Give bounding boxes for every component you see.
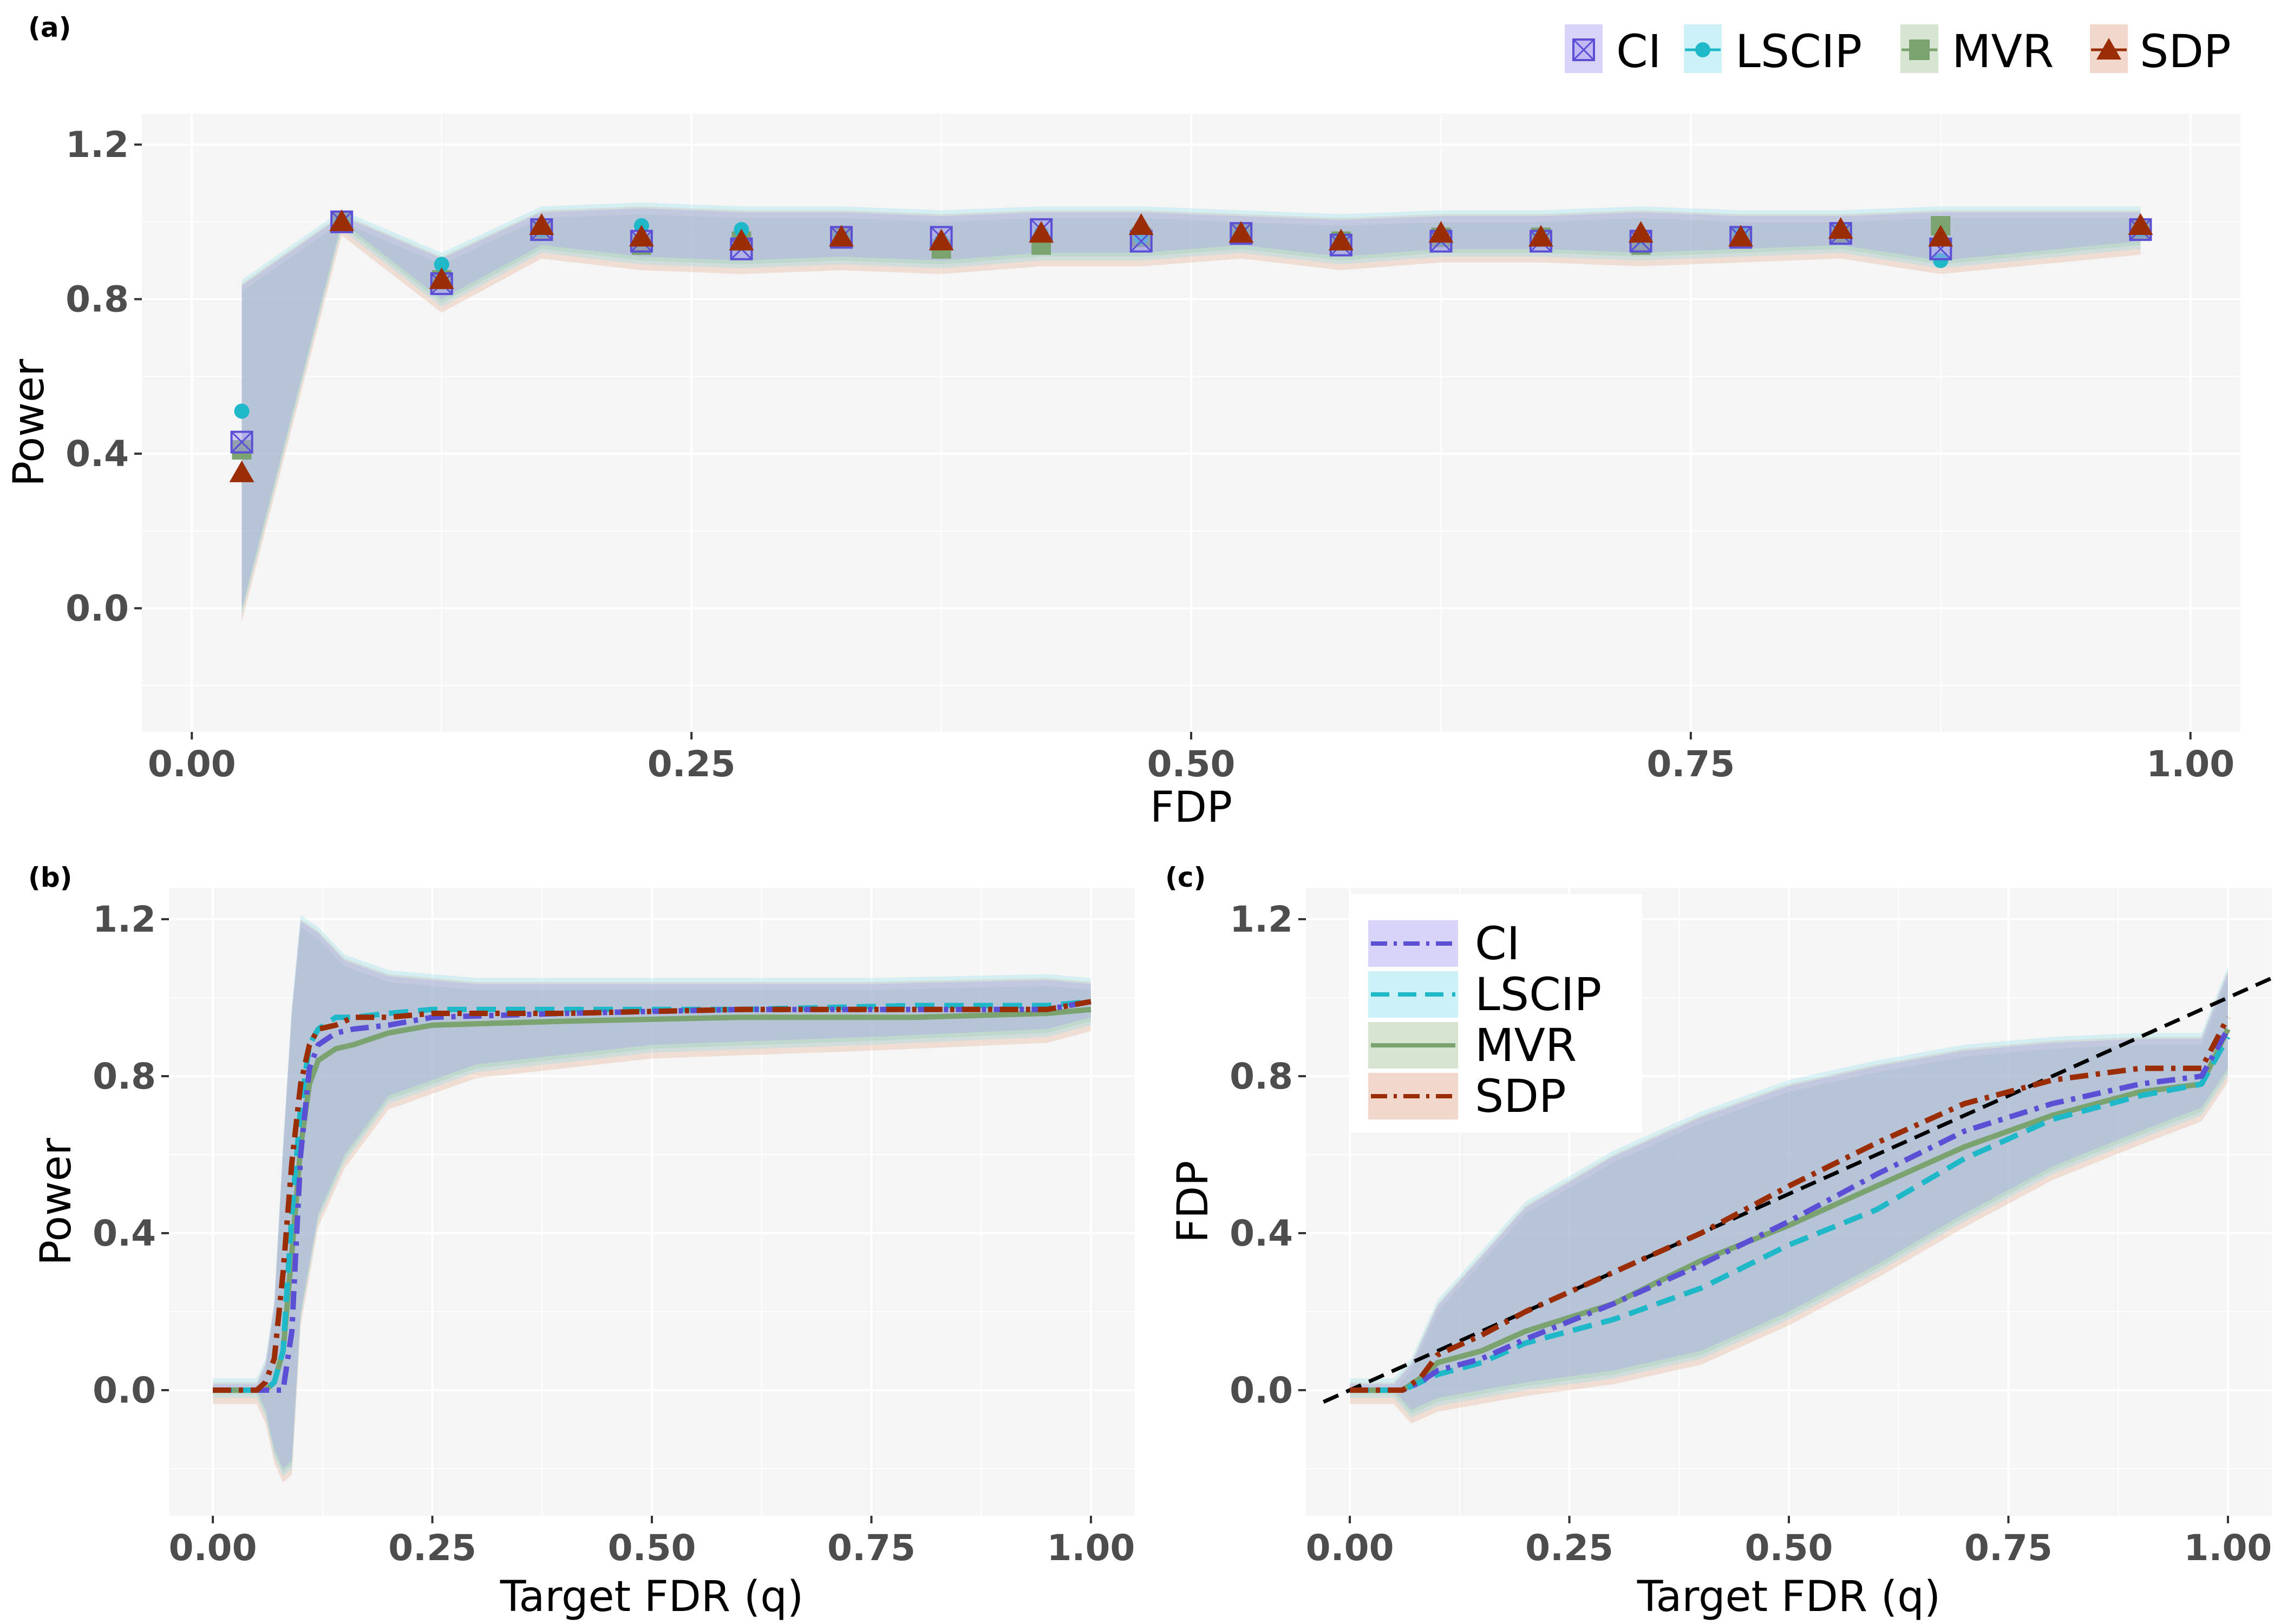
point-sdp	[529, 213, 554, 235]
y-axis-title: Power	[32, 1137, 81, 1266]
legend-a-item-mvr[interactable]: MVR	[1900, 24, 2054, 78]
point-ci-cross	[231, 431, 253, 453]
line-lscip	[213, 999, 1092, 1393]
x-tick-label: 1.00	[2184, 1527, 2272, 1569]
panel-b: 0.00 0.25 0.50 0.75 1.00 0.0 0.4 0.8 1.2 Target F…	[32, 888, 1135, 1621]
line-ci	[1350, 1027, 2231, 1393]
y-tick-label: 0.0	[1230, 1370, 1293, 1411]
y-tick-label: 1.2	[1230, 899, 1293, 940]
panel-label-c: (c)	[1165, 862, 1206, 893]
point-sdp	[1728, 225, 1754, 247]
legend-c-item-ci[interactable]: CI	[1368, 917, 1520, 970]
x-axis-title: Target FDR (q)	[500, 1573, 803, 1621]
legend-c: CI LSCIP MVR SDP	[1351, 894, 1642, 1132]
line-sdp	[1350, 1016, 2231, 1393]
band-sdp	[213, 919, 1091, 1483]
legend-c-label-ci: CI	[1475, 917, 1520, 970]
point-sdp	[429, 267, 454, 289]
legend-a-item-lscip[interactable]: LSCIP	[1684, 24, 1862, 78]
point-sdp	[1528, 225, 1553, 247]
legend-sdp-marker-icon	[2096, 38, 2121, 60]
legend-a-label-ci: CI	[1616, 25, 1661, 78]
line-lscip	[1350, 1036, 2231, 1393]
legend-a-item-sdp[interactable]: SDP	[2090, 24, 2231, 78]
legend-c-item-sdp[interactable]: SDP	[1368, 1070, 1566, 1123]
band-ci	[1350, 972, 2228, 1410]
legend-a-item-ci[interactable]: CI	[1565, 24, 1661, 78]
x-tick-label: 0.75	[1964, 1527, 2053, 1569]
x-tick-label: 0.75	[1646, 743, 1735, 785]
legend-c-label-lscip: LSCIP	[1475, 968, 1602, 1021]
line-mvr	[213, 1006, 1092, 1393]
point-sdp	[2128, 213, 2153, 235]
panel-label-b: (b)	[28, 862, 73, 893]
legend-a: CI LSCIP MVR SDP	[1565, 24, 2231, 78]
line-sdp	[213, 999, 1092, 1393]
point-sdp	[1328, 228, 1354, 251]
y-tick-label: 0.0	[93, 1370, 156, 1411]
x-tick-label: 0.00	[1306, 1527, 1394, 1569]
x-tick-label: 1.00	[2146, 743, 2234, 785]
x-tick-label: 1.00	[1047, 1527, 1135, 1569]
y-tick-label: 0.0	[66, 588, 129, 630]
legend-c-item-mvr[interactable]: MVR	[1368, 1019, 1577, 1072]
y-tick-label: 0.8	[93, 1056, 156, 1097]
panel-a: 0.00 0.25 0.50 0.75 1.00 0.0 0.4 0.8 1.2 FDP Power	[5, 114, 2240, 832]
point-sdp	[329, 209, 355, 231]
y-tick-label: 0.4	[1230, 1213, 1293, 1254]
x-axis-title: FDP	[1150, 783, 1232, 832]
panel-label-a: (a)	[28, 12, 71, 43]
x-tick-label: 0.00	[148, 743, 236, 785]
band-sdp	[1350, 970, 2228, 1424]
point-sdp	[929, 228, 954, 251]
legend-c-item-lscip[interactable]: LSCIP	[1368, 968, 1602, 1021]
y-tick-label: 0.8	[1230, 1056, 1293, 1097]
x-tick-label: 0.50	[608, 1527, 696, 1569]
y-tick-label: 0.4	[93, 1213, 156, 1254]
x-axis-title: Target FDR (q)	[1637, 1573, 1940, 1621]
y-axis-title: FDP	[1169, 1161, 1218, 1243]
point-sdp	[1928, 225, 1953, 247]
y-tick-label: 1.2	[66, 124, 129, 166]
point-sdp	[1229, 221, 1254, 243]
x-tick-label: 0.50	[1745, 1527, 1833, 1569]
y-tick-label: 0.4	[66, 433, 129, 475]
y-axis-title: Power	[5, 358, 54, 487]
x-tick-label: 0.50	[1147, 743, 1236, 785]
legend-a-label-lscip: LSCIP	[1735, 25, 1862, 78]
x-tick-label: 0.25	[1525, 1527, 1613, 1569]
legend-lscip-marker-icon	[1695, 42, 1710, 57]
point-sdp	[729, 228, 754, 251]
point-sdp	[629, 225, 654, 247]
point-sdp	[829, 225, 854, 247]
x-tick-label: 0.00	[169, 1527, 257, 1569]
point-sdp	[1029, 221, 1054, 243]
band-ci	[213, 921, 1091, 1469]
y-tick-label: 0.8	[66, 279, 129, 320]
point-lscip	[234, 403, 250, 419]
y-tick-label: 1.2	[93, 899, 156, 940]
x-tick-label: 0.25	[648, 743, 736, 785]
legend-a-label-mvr: MVR	[1952, 25, 2054, 78]
legend-mvr-marker-icon	[1909, 40, 1930, 60]
point-lscip	[434, 257, 449, 272]
legend-c-label-mvr: MVR	[1475, 1019, 1577, 1072]
panel-c: 0.00 0.25 0.50 0.75 1.00 0.0 0.4 0.8 1.2 Target F…	[1169, 888, 2273, 1621]
point-sdp	[1828, 217, 1853, 239]
point-sdp	[229, 460, 254, 482]
point-sdp	[1628, 221, 1654, 243]
legend-a-label-sdp: SDP	[2140, 25, 2231, 78]
x-tick-label: 0.25	[388, 1527, 476, 1569]
band-lscip	[213, 915, 1091, 1477]
point-sdp	[1428, 221, 1454, 243]
point-sdp	[1128, 213, 1154, 235]
band-mvr	[213, 927, 1091, 1473]
legend-c-label-sdp: SDP	[1475, 1070, 1566, 1123]
x-tick-label: 0.75	[827, 1527, 916, 1569]
